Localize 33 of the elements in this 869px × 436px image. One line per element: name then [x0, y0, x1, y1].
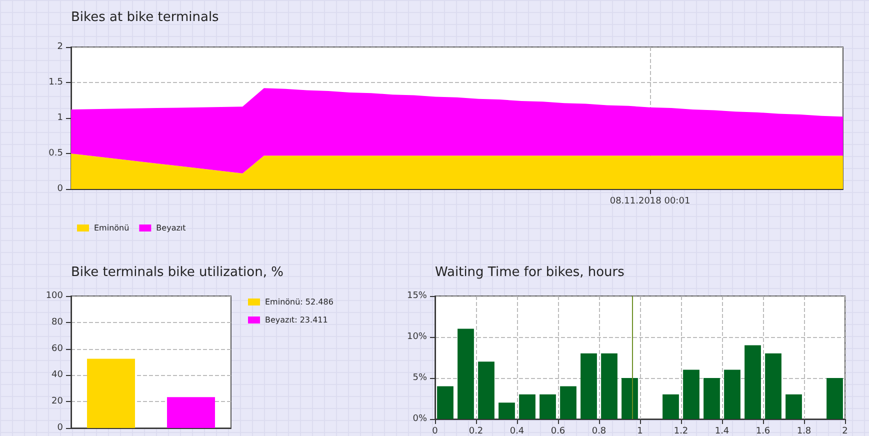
y-tick-label: 1.5: [48, 78, 63, 88]
y-tick-label: 80: [52, 317, 64, 328]
y-tick-label: 15%: [406, 291, 428, 301]
x-tick-label: 0.8: [592, 426, 606, 436]
legend-label: Beyazıt: [156, 224, 186, 232]
y-tick-label: 0.5: [48, 148, 63, 158]
y-tick-label: 5%: [412, 373, 428, 383]
y-tick-label: 20: [52, 396, 64, 407]
legend-label: Beyazıt: 23.411: [265, 316, 328, 324]
x-tick-label: 08.11.2018 00:01: [610, 196, 690, 206]
chart-title: Bike terminals bike utilization, %: [71, 265, 284, 280]
y-tick-label: 60: [52, 344, 64, 354]
x-tick-label: 1.6: [756, 426, 770, 436]
x-tick-label: 0.2: [468, 426, 484, 436]
y-tick-label: 0: [57, 184, 64, 194]
legend-label: Eminönü: [94, 224, 130, 232]
chart-title: Bikes at bike terminals: [71, 10, 220, 25]
x-tick-label: 1.4: [714, 426, 730, 436]
chart-title: Waiting Time for bikes, hours: [435, 265, 625, 280]
legend-label: Eminönü: 52.486: [265, 298, 334, 306]
y-tick-label: 100: [46, 291, 64, 301]
y-tick-label: 40: [52, 370, 64, 380]
y-tick-label: 2: [57, 42, 63, 52]
x-tick-label: 1.8: [796, 426, 812, 436]
x-tick-label: 2: [842, 426, 848, 436]
x-tick-label: 1: [637, 426, 643, 436]
x-tick-label: 1.2: [674, 426, 688, 436]
x-tick-label: 0.4: [510, 426, 524, 436]
y-tick-label: 1: [57, 113, 63, 123]
x-tick-label: 0.6: [550, 426, 566, 436]
y-tick-label: 0%: [412, 414, 428, 424]
y-tick-label: 10%: [406, 332, 428, 342]
x-tick-label: 0: [432, 426, 438, 436]
